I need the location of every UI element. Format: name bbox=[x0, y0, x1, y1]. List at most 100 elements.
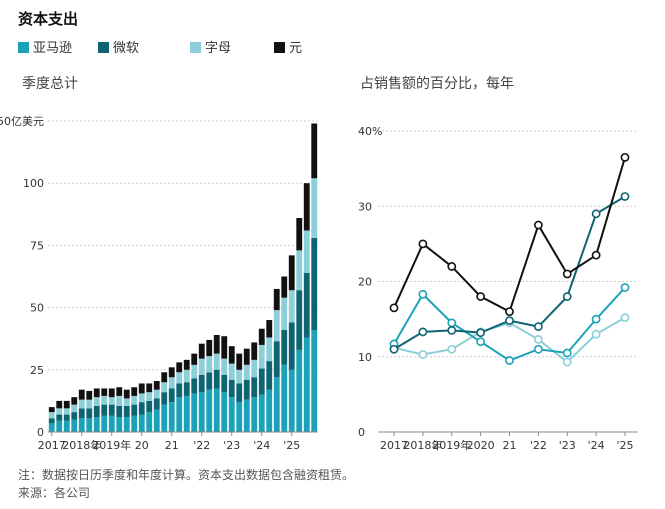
legend-item-alphabet: 字母 bbox=[190, 37, 231, 56]
bar-segment-元 bbox=[146, 383, 153, 393]
right-y-tick-label: 40% bbox=[358, 125, 382, 138]
bar-segment-字母 bbox=[311, 178, 318, 238]
line-point-亚马逊 bbox=[505, 356, 514, 365]
right-chart-subtitle: 占销售额的百分比，每年 bbox=[360, 76, 514, 92]
bar-segment-微软 bbox=[206, 372, 213, 390]
legend-swatch-amazon bbox=[18, 42, 29, 53]
line-point-元 bbox=[505, 307, 514, 316]
line-point-微软 bbox=[562, 292, 572, 301]
line-point-微软 bbox=[505, 316, 514, 326]
right-x-tick-label: '24 bbox=[588, 439, 605, 452]
bar-segment-亚马逊 bbox=[63, 420, 70, 432]
bar-segment-字母 bbox=[86, 399, 93, 409]
legend-label-meta: 元 bbox=[289, 41, 303, 56]
left-x-tick-label: '25 bbox=[283, 439, 300, 452]
legend-swatch-meta bbox=[274, 42, 285, 53]
line-point-微软 bbox=[620, 192, 630, 201]
bar-segment-亚马逊 bbox=[191, 393, 198, 432]
line-point-微软 bbox=[476, 328, 486, 338]
bar-segment-元 bbox=[78, 389, 85, 400]
bar-segment-亚马逊 bbox=[311, 329, 318, 432]
right-x-tick-label: '25 bbox=[616, 439, 633, 452]
bar-segment-字母 bbox=[296, 250, 303, 291]
bar-segment-字母 bbox=[236, 369, 243, 384]
right-y-tick-label: 10 bbox=[358, 351, 372, 364]
bar-segment-字母 bbox=[123, 398, 130, 406]
left-y-tick-label: 25 bbox=[30, 364, 44, 377]
bar-segment-微软 bbox=[288, 322, 295, 370]
bar-segment-亚马逊 bbox=[228, 397, 235, 432]
bar-segment-微软 bbox=[243, 379, 250, 400]
bar-segment-元 bbox=[296, 218, 303, 251]
legend-item-meta: 元 bbox=[274, 37, 302, 56]
bar-segment-微软 bbox=[93, 405, 100, 418]
bar-segment-元 bbox=[161, 372, 168, 383]
left-y-tick-label: 250亿美元 bbox=[0, 115, 44, 128]
bar-segment-亚马逊 bbox=[123, 417, 130, 432]
bar-segment-微软 bbox=[63, 414, 70, 421]
bar-segment-元 bbox=[221, 336, 228, 359]
bar-segment-元 bbox=[198, 343, 205, 359]
bar-segment-亚马逊 bbox=[281, 364, 288, 432]
bar-segment-亚马逊 bbox=[303, 337, 310, 432]
line-point-元 bbox=[476, 292, 486, 301]
bar-segment-元 bbox=[303, 183, 310, 231]
line-point-字母 bbox=[591, 329, 601, 339]
bar-segment-微软 bbox=[251, 377, 258, 398]
bar-segment-微软 bbox=[146, 400, 153, 413]
line-point-元 bbox=[591, 250, 601, 260]
line-point-元 bbox=[562, 269, 572, 279]
bar-segment-微软 bbox=[191, 378, 198, 394]
right-x-tick-label: '22 bbox=[530, 439, 547, 452]
bar-segment-元 bbox=[123, 389, 130, 399]
bar-segment-字母 bbox=[251, 359, 258, 378]
bar-segment-字母 bbox=[153, 389, 160, 399]
bar-segment-字母 bbox=[131, 395, 138, 405]
bar-segment-字母 bbox=[176, 372, 183, 384]
bar-segment-字母 bbox=[168, 377, 175, 389]
line-point-亚马逊 bbox=[591, 314, 601, 324]
left-x-tick-label: 20 bbox=[135, 439, 149, 452]
bar-segment-元 bbox=[101, 388, 108, 396]
line-point-元 bbox=[620, 152, 630, 162]
right-x-tick-label: 2019年 bbox=[432, 438, 471, 452]
bar-segment-亚马逊 bbox=[78, 418, 85, 432]
bar-segment-微软 bbox=[258, 368, 265, 395]
right-x-tick-label: '23 bbox=[559, 439, 576, 452]
left-y-tick-label: 100 bbox=[23, 177, 44, 190]
bar-segment-微软 bbox=[161, 392, 168, 405]
bar-segment-亚马逊 bbox=[146, 412, 153, 432]
bar-segment-亚马逊 bbox=[296, 349, 303, 432]
bar-segment-字母 bbox=[258, 344, 265, 369]
bar-segment-微软 bbox=[116, 405, 123, 418]
right-x-tick-label: 2017 bbox=[380, 439, 408, 452]
line-point-亚马逊 bbox=[562, 348, 572, 358]
bar-segment-微软 bbox=[303, 272, 310, 338]
bar-segment-微软 bbox=[78, 408, 85, 419]
footnote: 注：数据按日历季度和年度计算。资本支出数据包含融资租赁。 bbox=[18, 468, 355, 482]
bar-segment-微软 bbox=[48, 418, 55, 424]
bar-segment-微软 bbox=[123, 405, 130, 418]
bar-segment-微软 bbox=[131, 404, 138, 416]
bar-segment-元 bbox=[191, 353, 198, 365]
bar-segment-字母 bbox=[101, 395, 108, 405]
right-y-tick-label: 20 bbox=[358, 276, 372, 289]
bar-segment-元 bbox=[168, 367, 175, 378]
bar-segment-微软 bbox=[228, 379, 235, 398]
left-x-tick-label: '24 bbox=[253, 439, 270, 452]
bar-segment-字母 bbox=[108, 397, 115, 405]
bar-segment-微软 bbox=[236, 383, 243, 403]
bar-segment-亚马逊 bbox=[71, 419, 78, 432]
bar-segment-字母 bbox=[183, 369, 190, 383]
source-note: 来源：各公司 bbox=[18, 486, 91, 500]
bar-segment-亚马逊 bbox=[56, 420, 63, 432]
bar-segment-亚马逊 bbox=[236, 402, 243, 432]
left-chart-subtitle: 季度总计 bbox=[22, 76, 78, 92]
bar-segment-字母 bbox=[273, 310, 280, 342]
bar-segment-亚马逊 bbox=[221, 392, 228, 432]
bar-segment-字母 bbox=[281, 297, 288, 330]
bar-segment-微软 bbox=[311, 237, 318, 330]
bar-segment-亚马逊 bbox=[101, 415, 108, 432]
legend-label-amazon: 亚马逊 bbox=[33, 41, 73, 56]
left-x-tick-label: 21 bbox=[165, 439, 179, 452]
